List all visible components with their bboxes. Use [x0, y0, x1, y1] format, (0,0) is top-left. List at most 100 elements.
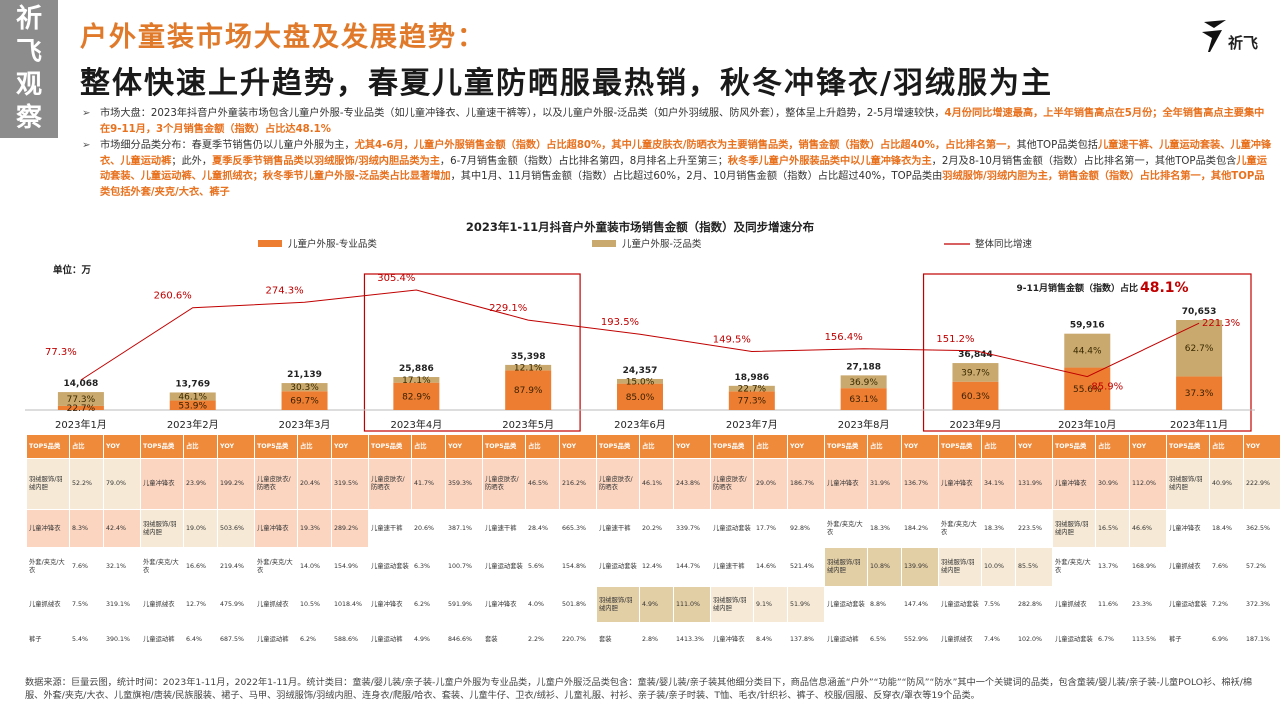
- yoy-cell: 100.7%: [445, 547, 483, 587]
- category-cell: 儿童冲锋衣: [482, 586, 526, 623]
- category-cell: 儿童皮肤衣/防晒衣: [254, 458, 298, 510]
- category-cell: 儿童冲锋衣: [710, 622, 754, 657]
- category-cell: 外套/夹克/大衣: [254, 547, 298, 587]
- seal-char: 祈: [15, 4, 42, 34]
- bar-general: [57, 392, 104, 406]
- x-tick-label: 2023年8月: [838, 418, 890, 431]
- legend-label-professional: 儿童户外服-专业品类: [288, 238, 377, 250]
- share-cell: 34.1%: [981, 458, 1016, 510]
- bullet-text: 市场细分品类分布：春夏季节销售仍以儿童户外服为主，: [100, 140, 355, 151]
- x-tick-label: 2023年3月: [279, 418, 331, 431]
- yoy-cell: 219.4%: [217, 547, 255, 587]
- bar-general: [952, 363, 999, 382]
- page-subtitle: 整体快速上升趋势，春夏儿童防晒服最热销，秋冬冲锋衣/羽绒服为主: [80, 66, 1053, 101]
- yoy-cell: 216.2%: [559, 458, 597, 510]
- category-cell: 儿童运动套装: [1052, 622, 1096, 657]
- growth-label: 229.1%: [489, 303, 527, 314]
- share-cell: 8.8%: [867, 586, 902, 623]
- bar-label-general: 17.1%: [402, 376, 431, 386]
- yoy-cell: 362.5%: [1243, 509, 1280, 548]
- category-cell: 儿童运动套装: [1166, 586, 1210, 623]
- share-cell: 2.2%: [525, 622, 560, 657]
- bar-label-professional: 60.3%: [961, 392, 990, 402]
- category-cell: 外套/夹克/大衣: [1052, 547, 1096, 587]
- category-cell: 羽绒服饰/羽绒内胆: [710, 586, 754, 623]
- table-header-cell: YOY: [673, 434, 711, 459]
- bar-label-general: 77.3%: [67, 395, 96, 405]
- yoy-cell: 665.3%: [559, 509, 597, 548]
- category-cell: 儿童抓绒衣: [1166, 547, 1210, 587]
- share-cell: 41.7%: [411, 458, 446, 510]
- growth-line: [80, 289, 1200, 381]
- share-cell: 23.9%: [183, 458, 218, 510]
- yoy-cell: 187.1%: [1243, 622, 1280, 657]
- category-cell: 儿童运动裤: [140, 622, 184, 657]
- table-header-cell: 占比: [183, 434, 218, 459]
- highlight-text: 儿童速干裤、儿童运动套装、儿童冲锋衣、儿童运动裤: [100, 140, 1272, 167]
- share-cell: 7.4%: [981, 622, 1016, 657]
- table-row: 外套/夹克/大衣 7.6% 32.1% 外套/夹克/大衣 16.6% 219.4% 外套/夹…: [26, 547, 1280, 587]
- seal-char: 飞: [15, 37, 42, 67]
- category-cell: 儿童皮肤衣/防晒衣: [368, 458, 412, 510]
- growth-label: 274.3%: [265, 285, 303, 296]
- seal-char: 观: [15, 70, 42, 100]
- yoy-cell: 32.1%: [103, 547, 141, 587]
- bar-label-professional: 82.9%: [402, 392, 431, 402]
- category-cell: 儿童冲锋衣: [140, 458, 184, 510]
- table-header-cell: 占比: [981, 434, 1016, 459]
- bullet-arrow-icon: ➢: [82, 140, 91, 151]
- highlight-frame: [363, 273, 581, 432]
- bullet-text: ，2月及8-10月销售金额（指数）占比排名第一，其他TOP品类包含: [931, 155, 1237, 167]
- bar-label-professional: 22.7%: [67, 404, 96, 414]
- category-cell: 儿童抓绒衣: [254, 586, 298, 623]
- table-row: 裤子 5.4% 390.1% 儿童运动裤 6.4% 687.5% 儿童运动裤 6.2% 588.…: [26, 622, 1280, 657]
- highlight-text: 秋冬季儿童户外服装品类中以儿童冲锋衣为主: [727, 155, 932, 167]
- yoy-cell: 387.1%: [445, 509, 483, 548]
- bullet-text: ，其中1月、11月销售金额（指数）占比超过60%，2月、10月销售金额（指数）占…: [450, 171, 943, 182]
- table-row: 儿童冲锋衣 8.3% 42.4% 羽绒服饰/羽绒内胆 19.0% 503.6% 儿童冲锋衣 1…: [26, 509, 1280, 548]
- category-cell: 裤子: [1166, 622, 1210, 657]
- bar-professional: [728, 391, 775, 410]
- brand-seal: 祈 飞 观 察: [0, 0, 58, 138]
- category-cell: 羽绒服饰/羽绒内胆: [824, 547, 868, 587]
- yoy-cell: 390.1%: [103, 622, 141, 657]
- bar-total-label: 13,769: [175, 379, 210, 389]
- yoy-cell: 85.5%: [1015, 547, 1053, 587]
- bar-total-label: 35,398: [511, 352, 546, 362]
- highlight-text: 儿童运动套装、儿童运动裤、儿童抓绒衣；秋冬季节儿童户外服-泛品类占比显著增加: [100, 155, 1267, 183]
- bar-label-professional: 37.3%: [1185, 389, 1214, 399]
- table-header-cell: YOY: [217, 434, 255, 459]
- table-header-row: TOP5品类 占比 YOY TOP5品类 占比 YOY TOP5品类 占比 YOY TOP5品类占…: [26, 434, 1280, 459]
- unit-label: 单位：万: [53, 264, 92, 276]
- seal-char: 察: [15, 103, 42, 133]
- category-cell: 儿童冲锋衣: [368, 586, 412, 623]
- share-cell: 13.7%: [1095, 547, 1130, 587]
- bar-total-label: 25,886: [399, 364, 434, 374]
- growth-label: 193.5%: [601, 317, 639, 328]
- bar-professional: [1176, 376, 1223, 410]
- share-cell: 6.2%: [297, 622, 332, 657]
- category-cell: 儿童运动裤: [824, 622, 868, 657]
- bar-professional: [281, 391, 328, 410]
- growth-label: 156.4%: [825, 332, 863, 343]
- bar-label-general: 44.4%: [1073, 347, 1102, 357]
- category-cell: 羽绒服饰/羽绒内胆: [1052, 509, 1096, 548]
- table-header-cell: 占比: [867, 434, 902, 459]
- table-header-cell: 占比: [753, 434, 788, 459]
- yoy-cell: 51.9%: [787, 586, 825, 623]
- sales-chart: 儿童户外服-专业品类 儿童户外服-泛品类 整体同比增速单位：万22.7%77.3%1…: [25, 238, 1255, 432]
- x-tick-label: 2023年4月: [390, 418, 442, 431]
- share-cell: 10.8%: [867, 547, 902, 587]
- share-cell: 30.9%: [1095, 458, 1130, 510]
- yoy-cell: 184.2%: [901, 509, 939, 548]
- category-cell: 儿童运动套装: [368, 547, 412, 587]
- x-tick-label: 2023年5月: [502, 418, 554, 431]
- bullet-text: 市场大盘：2023年抖音户外童装市场包含儿童户外服-专业品类（如儿童冲锋衣、儿童…: [100, 108, 945, 119]
- yoy-cell: 139.9%: [901, 547, 939, 587]
- bar-general: [169, 392, 216, 401]
- growth-label: 260.6%: [154, 291, 192, 302]
- bar-label-professional: 87.9%: [514, 386, 543, 396]
- annotation-value: 48.1%: [1140, 280, 1189, 296]
- bar-general: [505, 364, 552, 371]
- bar-total-label: 14,068: [64, 379, 99, 389]
